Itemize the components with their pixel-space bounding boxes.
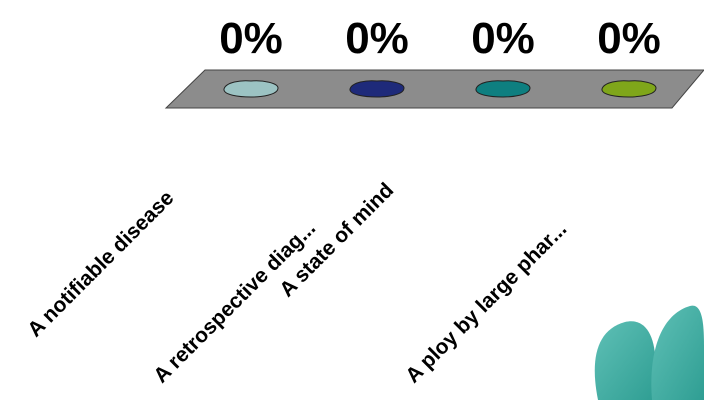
bar-base-1: [223, 80, 279, 98]
bar-base-2: [349, 80, 405, 98]
category-label-1: A notifiable disease: [23, 186, 178, 341]
value-label-2: 0%: [345, 14, 409, 63]
category-label-4: A ploy by large phar...: [401, 218, 571, 388]
decorative-petal-graphic: [594, 305, 704, 400]
bar-base-3: [475, 80, 531, 98]
value-label-4: 0%: [597, 14, 661, 63]
chart-base-plane: [164, 69, 704, 109]
bar-base-4: [601, 80, 657, 98]
value-label-3: 0%: [471, 14, 535, 63]
value-label-1: 0%: [219, 14, 283, 63]
category-label-2: A retrospective diag...: [149, 217, 320, 388]
